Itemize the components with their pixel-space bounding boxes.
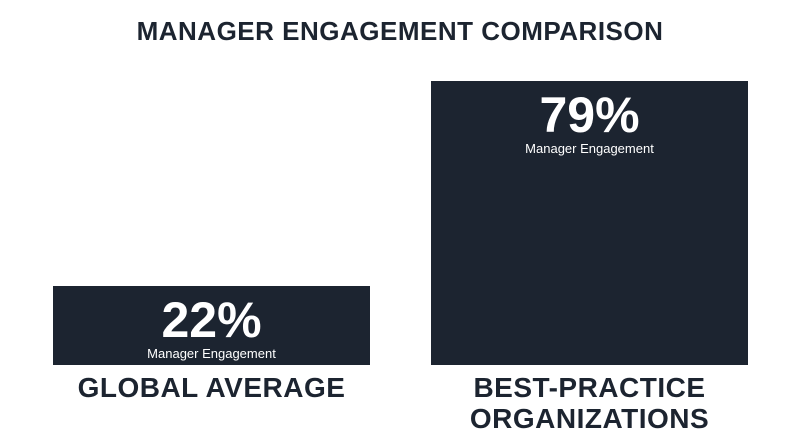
bar-caption: Manager Engagement <box>147 345 276 361</box>
x-tick-label: BEST-PRACTICE ORGANIZATIONS <box>469 372 710 434</box>
x-tick-label: GLOBAL AVERAGE <box>77 372 346 403</box>
bar: 79% Manager Engagement <box>431 80 748 365</box>
chart-title: MANAGER ENGAGEMENT COMPARISON <box>136 16 664 46</box>
bar-caption: Manager Engagement <box>525 140 654 156</box>
value-label: 22% <box>161 291 262 348</box>
bar: 22% Manager Engagement <box>53 285 370 365</box>
value-label: 79% <box>539 86 640 143</box>
